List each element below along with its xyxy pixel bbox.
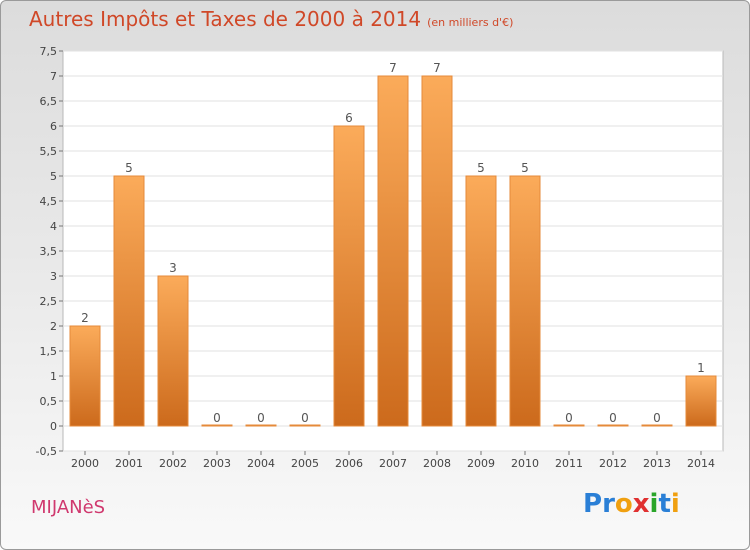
logo-letter: i <box>670 489 680 519</box>
data-label: 0 <box>301 411 309 425</box>
x-tick-label: 2001 <box>115 457 143 470</box>
proxiti-logo[interactable]: Proxiti <box>583 489 680 519</box>
data-label: 2 <box>81 311 89 325</box>
x-tick-label: 2010 <box>511 457 539 470</box>
y-tick-label: 3 <box>50 270 57 283</box>
bar <box>377 75 409 427</box>
y-tick-label: 4,5 <box>40 195 58 208</box>
x-tick-label: 2013 <box>643 457 671 470</box>
bar <box>685 375 717 427</box>
bar <box>597 424 629 427</box>
logo-letter: x <box>632 489 650 519</box>
y-tick-label: 1 <box>50 370 57 383</box>
data-label: 0 <box>257 411 265 425</box>
x-tick-label: 2008 <box>423 457 451 470</box>
y-tick-label: 1,5 <box>40 345 58 358</box>
bar <box>69 325 101 427</box>
y-tick-label: 5 <box>50 170 57 183</box>
y-tick-label: 5,5 <box>40 145 58 158</box>
x-tick-label: 2005 <box>291 457 319 470</box>
y-tick-label: -0,5 <box>36 445 57 458</box>
y-tick-label: 4 <box>50 220 57 233</box>
chart-title-text: Autres Impôts et Taxes de 2000 à 2014 <box>29 7 422 31</box>
data-label: 5 <box>477 161 485 175</box>
logo-letter: r <box>602 489 615 519</box>
commune-name: MIJANèS <box>31 497 106 518</box>
x-tick-label: 2012 <box>599 457 627 470</box>
bar <box>509 175 541 427</box>
bar <box>641 424 673 427</box>
logo-letter: o <box>614 489 633 519</box>
data-label: 0 <box>213 411 221 425</box>
bar <box>289 424 321 427</box>
y-tick-label: 2 <box>50 320 57 333</box>
x-tick-label: 2009 <box>467 457 495 470</box>
data-label: 0 <box>565 411 573 425</box>
y-tick-label: 7,5 <box>40 45 58 58</box>
logo-letter: i <box>649 489 659 519</box>
y-tick-label: 6 <box>50 120 57 133</box>
x-tick-label: 2006 <box>335 457 363 470</box>
bar <box>113 175 145 427</box>
x-tick-label: 2003 <box>203 457 231 470</box>
bar <box>201 424 233 427</box>
y-tick-label: 0 <box>50 420 57 433</box>
chart-unit: (en milliers d'€) <box>427 16 514 29</box>
bar <box>465 175 497 427</box>
logo-letter: P <box>583 489 603 519</box>
data-label: 0 <box>609 411 617 425</box>
bar <box>157 275 189 427</box>
bar <box>421 75 453 427</box>
data-label: 7 <box>433 61 441 75</box>
data-label: 3 <box>169 261 177 275</box>
y-tick-label: 0,5 <box>40 395 58 408</box>
data-label: 1 <box>697 361 705 375</box>
bar <box>333 125 365 427</box>
chart-title: Autres Impôts et Taxes de 2000 à 2014 (en… <box>29 7 513 31</box>
bar <box>553 424 585 427</box>
logo-letter: t <box>658 489 671 519</box>
x-tick-label: 2007 <box>379 457 407 470</box>
y-tick-label: 3,5 <box>40 245 58 258</box>
x-tick-label: 2011 <box>555 457 583 470</box>
y-tick-label: 7 <box>50 70 57 83</box>
y-tick-label: 2,5 <box>40 295 58 308</box>
data-label: 5 <box>125 161 133 175</box>
y-tick-label: 6,5 <box>40 95 58 108</box>
data-label: 7 <box>389 61 397 75</box>
bar <box>245 424 277 427</box>
data-label: 0 <box>653 411 661 425</box>
data-label: 6 <box>345 111 353 125</box>
x-tick-label: 2000 <box>71 457 99 470</box>
x-tick-label: 2002 <box>159 457 187 470</box>
data-label: 5 <box>521 161 529 175</box>
x-tick-label: 2014 <box>687 457 715 470</box>
x-tick-label: 2004 <box>247 457 275 470</box>
